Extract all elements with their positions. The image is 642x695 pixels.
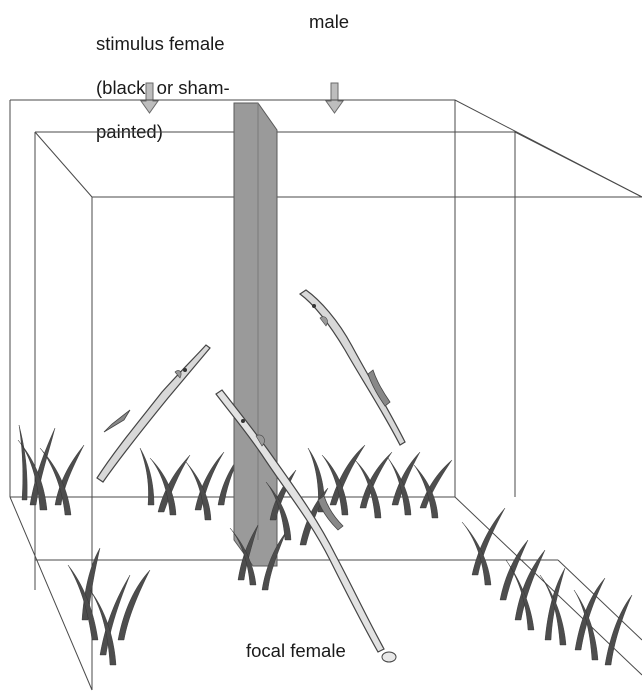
focal-female-pipefish-icon [215,389,397,663]
seagrass-back [17,424,453,521]
male-label: male [309,11,350,32]
stimulus-female-label-line2: (black- or sham- [96,77,230,98]
down-arrow-icon [325,82,344,114]
tank-outline [9,99,642,691]
focal-female-label: focal female [246,640,346,661]
stimulus-female-pipefish-icon [96,344,211,483]
seagrass-front [67,469,633,666]
opaque-divider [233,102,278,567]
stimulus-female-label-line1: stimulus female [96,33,225,54]
down-arrow-icon [140,82,159,114]
male-pipefish-icon [298,289,406,446]
